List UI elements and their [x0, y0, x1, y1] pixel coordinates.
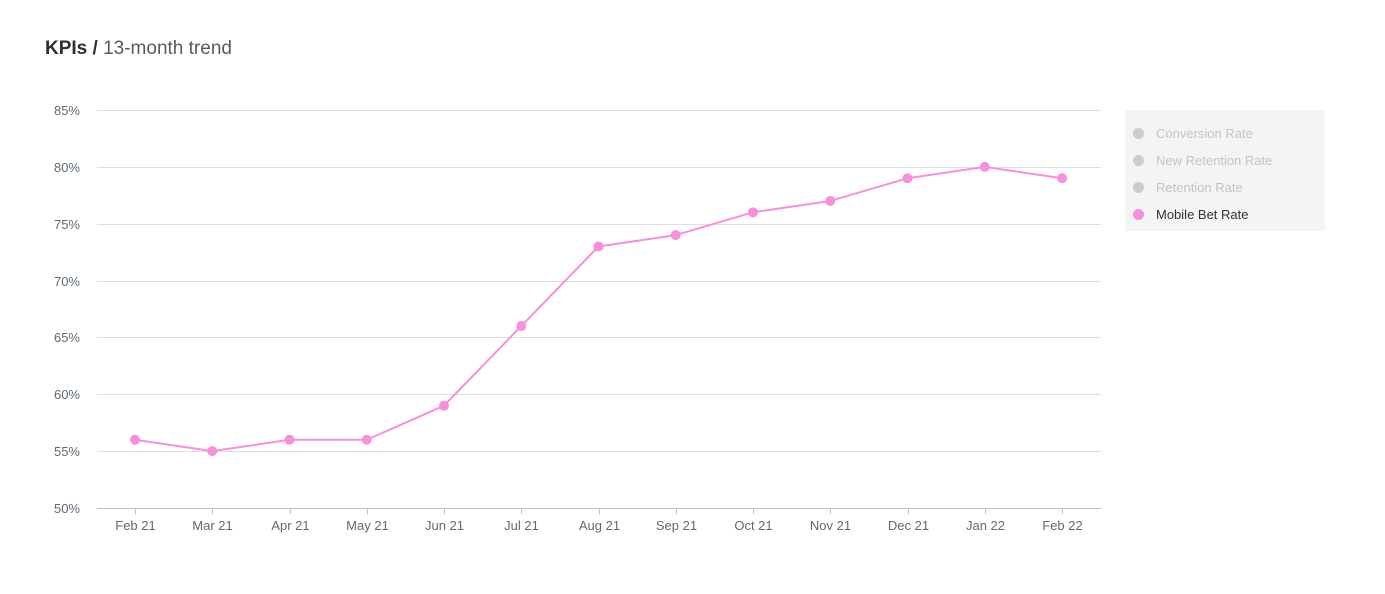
data-point[interactable]: [284, 434, 295, 445]
legend-item-mobile-bet-rate[interactable]: Mobile Bet Rate: [1125, 201, 1325, 228]
data-point[interactable]: [593, 241, 604, 252]
y-tick-label: 70%: [54, 274, 80, 289]
legend-dot-icon: [1133, 209, 1144, 220]
chart-title: KPIs / 13-month trend: [45, 36, 232, 62]
x-tick-label: Aug 21: [579, 518, 620, 533]
legend-label: Retention Rate: [1156, 180, 1243, 195]
data-point[interactable]: [1057, 173, 1067, 184]
y-tick-label: 75%: [54, 217, 80, 232]
x-tick-label: Nov 21: [810, 518, 851, 533]
chart-title-strong: KPIs /: [45, 38, 98, 59]
x-tick-label: Feb 22: [1042, 518, 1082, 533]
data-point[interactable]: [207, 446, 218, 457]
legend: Conversion Rate New Retention Rate Reten…: [1125, 110, 1325, 231]
legend-dot-icon: [1133, 182, 1144, 193]
data-point[interactable]: [670, 230, 681, 241]
y-tick-label: 50%: [54, 501, 80, 516]
chart-title-light: 13-month trend: [103, 38, 232, 59]
legend-item-conversion-rate[interactable]: Conversion Rate: [1125, 120, 1325, 147]
y-axis-ticks: 50% 55% 60% 65% 70% 75% 80% 85%: [54, 103, 80, 516]
legend-item-new-retention-rate[interactable]: New Retention Rate: [1125, 147, 1325, 174]
legend-item-retention-rate[interactable]: Retention Rate: [1125, 174, 1325, 201]
data-point[interactable]: [748, 207, 758, 218]
y-tick-label: 65%: [54, 330, 80, 345]
x-tick-label: Apr 21: [271, 518, 309, 533]
x-tick-label: Sep 21: [656, 518, 697, 533]
data-point[interactable]: [516, 321, 527, 332]
series-layer: [130, 161, 1067, 457]
legend-label: Mobile Bet Rate: [1156, 207, 1249, 222]
x-tick-label: Jul 21: [504, 518, 539, 533]
x-tick-label: Oct 21: [734, 518, 772, 533]
legend-dot-icon: [1133, 155, 1144, 166]
line-chart: 50% 55% 60% 65% 70% 75% 80% 85% Feb 21 Mar 21 Apr…: [54, 103, 1101, 533]
legend-label: Conversion Rate: [1156, 126, 1253, 141]
y-tick-label: 85%: [54, 103, 80, 118]
x-tick-label: May 21: [346, 518, 389, 533]
data-point[interactable]: [439, 400, 449, 411]
x-tick-label: Mar 21: [192, 518, 232, 533]
grid-lines: [97, 110, 1101, 509]
data-point[interactable]: [979, 161, 990, 172]
x-tick-label: Feb 21: [115, 518, 155, 533]
data-point[interactable]: [361, 434, 372, 445]
data-point[interactable]: [825, 195, 836, 206]
x-axis-ticks: Feb 21 Mar 21 Apr 21 May 21 Jun 21 Jul 21 Aug …: [115, 508, 1083, 533]
legend-dot-icon: [1133, 128, 1144, 139]
x-tick-label: Jun 21: [425, 518, 464, 533]
legend-label: New Retention Rate: [1156, 153, 1273, 168]
y-tick-label: 60%: [54, 387, 80, 402]
series-line-mobile-bet-rate: [134, 165, 1063, 453]
y-tick-label: 55%: [54, 444, 80, 459]
y-tick-label: 80%: [54, 160, 80, 175]
x-tick-label: Jan 22: [966, 518, 1005, 533]
x-tick-label: Dec 21: [888, 518, 929, 533]
data-point[interactable]: [902, 173, 913, 184]
data-point[interactable]: [130, 434, 140, 445]
